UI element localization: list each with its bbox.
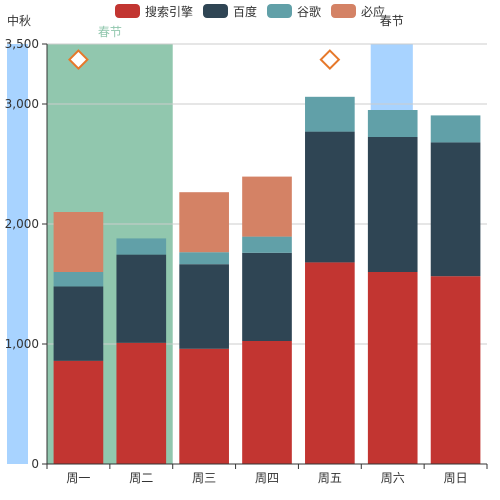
bar-segment xyxy=(179,264,229,349)
bar-segment xyxy=(305,131,355,263)
bar-segment xyxy=(367,110,418,137)
y-tick-label: 3,500 xyxy=(5,37,39,51)
x-tick-label: 周一 xyxy=(66,471,90,485)
bar-segment xyxy=(242,176,292,237)
mark-area-label: 春节 xyxy=(380,14,404,28)
legend-swatch xyxy=(115,4,140,18)
x-tick-label: 周六 xyxy=(381,471,405,485)
bar-segment xyxy=(242,236,292,253)
mark-area-band xyxy=(7,44,28,464)
legend-swatch xyxy=(203,4,228,18)
mark-area-label: 春节 xyxy=(98,25,122,39)
x-tick-label: 周二 xyxy=(129,471,153,485)
bar-segment xyxy=(116,342,167,464)
bar-segment xyxy=(53,212,104,272)
y-tick-label: 3,000 xyxy=(5,97,39,111)
mark-point-diamond xyxy=(319,49,341,71)
legend-swatch xyxy=(331,4,356,18)
x-tick-label: 周日 xyxy=(444,471,468,485)
bar-layer xyxy=(53,96,481,464)
bar-segment xyxy=(53,360,104,464)
legend-item: 谷歌 xyxy=(267,4,321,19)
legend-label: 百度 xyxy=(233,4,257,19)
x-tick-label: 周四 xyxy=(255,471,279,485)
bar-segment xyxy=(430,142,481,277)
y-tick-label: 2,000 xyxy=(5,217,39,231)
legend-label: 谷歌 xyxy=(297,4,321,19)
bar-segment xyxy=(179,252,229,265)
axis-layer: 周一 周二 周三 周四 周五 周六 周日 0 1,000 2,000 3,000 3,500 xyxy=(5,37,488,485)
legend-swatch xyxy=(267,4,292,18)
bar-segment xyxy=(430,115,481,143)
bar-segment xyxy=(179,348,229,464)
bar-segment xyxy=(242,341,292,464)
bar-segment xyxy=(179,192,229,253)
bar-segment xyxy=(305,262,355,464)
legend-label: 必应 xyxy=(361,4,385,19)
y-tick-label: 0 xyxy=(31,457,39,471)
mark-point-layer xyxy=(68,49,341,71)
bar-segment xyxy=(116,238,167,255)
x-tick-label: 周五 xyxy=(318,471,342,485)
mark-point-diamond xyxy=(68,49,89,71)
bar-segment xyxy=(305,96,355,132)
mark-area-label: 中秋 xyxy=(7,13,31,28)
legend-item: 必应 xyxy=(331,4,385,19)
legend: 搜索引擎 百度 谷歌 必应 xyxy=(115,4,385,19)
bar-segment xyxy=(367,272,418,464)
bar-segment xyxy=(116,254,167,343)
x-tick-label: 周三 xyxy=(192,471,216,485)
y-tick-label: 1,000 xyxy=(5,337,39,351)
bar-segment xyxy=(53,286,104,361)
bar-segment xyxy=(367,137,418,272)
legend-label: 搜索引擎 xyxy=(145,4,193,19)
bar-segment xyxy=(242,252,292,341)
legend-item: 百度 xyxy=(203,4,257,19)
bar-segment xyxy=(430,276,481,464)
legend-item: 搜索引擎 xyxy=(115,4,193,19)
bar-segment xyxy=(53,272,104,287)
